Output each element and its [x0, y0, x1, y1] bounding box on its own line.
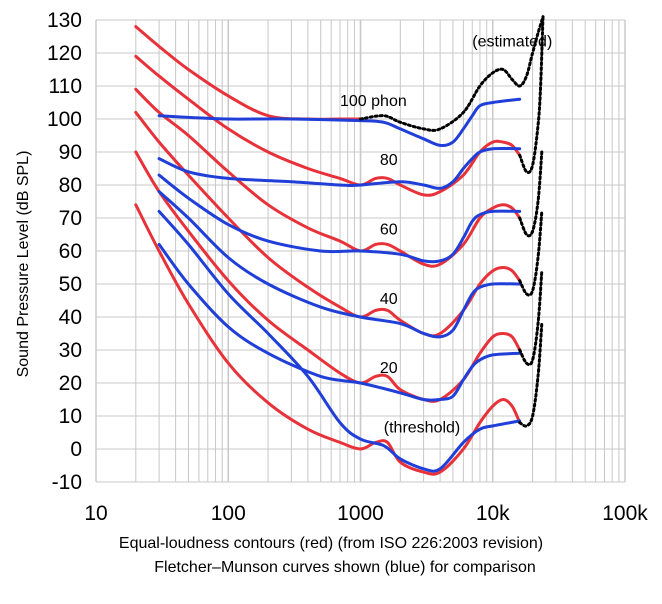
curve-annotation: 20 [380, 360, 398, 377]
curve-annotation: 40 [380, 291, 398, 308]
iso-226-curve [134, 110, 522, 338]
x-tick-label: 10 [84, 502, 107, 525]
y-tick-labels: -10 0 10 20 30 40 50 60 70 80 90 100 110 120 130 [47, 9, 82, 494]
iso-226-curve [134, 150, 522, 403]
estimated-curve [518, 322, 544, 428]
estimated-curve [518, 209, 544, 297]
curve-annotation: (estimated) [472, 33, 552, 50]
fletcher-munson-curve [157, 209, 522, 473]
y-tick-label: 30 [59, 339, 82, 362]
grid [95, 19, 626, 483]
y-tick-label: 90 [59, 141, 82, 164]
caption-line-2: Fletcher–Munson curves shown (blue) for … [154, 559, 536, 576]
y-tick-label: 60 [59, 240, 82, 263]
y-tick-label: 50 [59, 273, 82, 296]
estimated-curve [518, 269, 544, 367]
iso-226-curve [134, 203, 522, 476]
estimated-curve [359, 15, 545, 132]
x-tick-labels: 10 100 1000 10k 100k [84, 502, 648, 525]
y-tick-label: 100 [47, 108, 82, 131]
curve-annotation: 100 phon [340, 93, 407, 110]
fletcher-munson-curve [157, 242, 522, 402]
y-tick-label: -10 [52, 471, 82, 494]
y-tick-label: 80 [59, 174, 82, 197]
fletcher-munson-curve [157, 173, 522, 264]
fletcher-munson-curve [157, 97, 522, 148]
y-tick-label: 10 [59, 405, 82, 428]
y-tick-label: 120 [47, 42, 82, 65]
x-tick-label: 10k [476, 502, 510, 525]
y-tick-label: 20 [59, 372, 82, 395]
curve-annotation: 80 [380, 152, 398, 169]
estimated-curve [518, 150, 544, 238]
fletcher-munson-curve [157, 146, 522, 190]
y-tick-label: 40 [59, 306, 82, 329]
iso-226-curve [134, 87, 522, 268]
iso-226-curve [134, 54, 522, 197]
y-tick-label: 0 [70, 438, 82, 461]
y-axis-label: Sound Pressure Level (dB SPL) [15, 151, 32, 378]
y-tick-label: 130 [47, 9, 82, 32]
iso-226-curve [134, 25, 362, 121]
estimated-curve [518, 15, 545, 175]
curves [134, 15, 545, 476]
annotations: (estimated) 100 phon 80 60 40 20 (threshold) [340, 33, 552, 436]
curve-annotation: (threshold) [384, 420, 460, 437]
x-tick-label: 100 [211, 502, 246, 525]
fletcher-munson-curve [157, 190, 522, 339]
x-tick-label: 1000 [337, 502, 384, 525]
x-tick-label: 100k [602, 502, 648, 525]
caption-line-1: Equal-loudness contours (red) (from ISO … [118, 535, 544, 552]
y-tick-label: 110 [49, 75, 82, 98]
equal-loudness-chart: -10 0 10 20 30 40 50 60 70 80 90 100 110 120 130 10 100… [15, 9, 648, 525]
y-tick-label: 70 [59, 207, 82, 230]
curve-annotation: 60 [380, 222, 398, 239]
